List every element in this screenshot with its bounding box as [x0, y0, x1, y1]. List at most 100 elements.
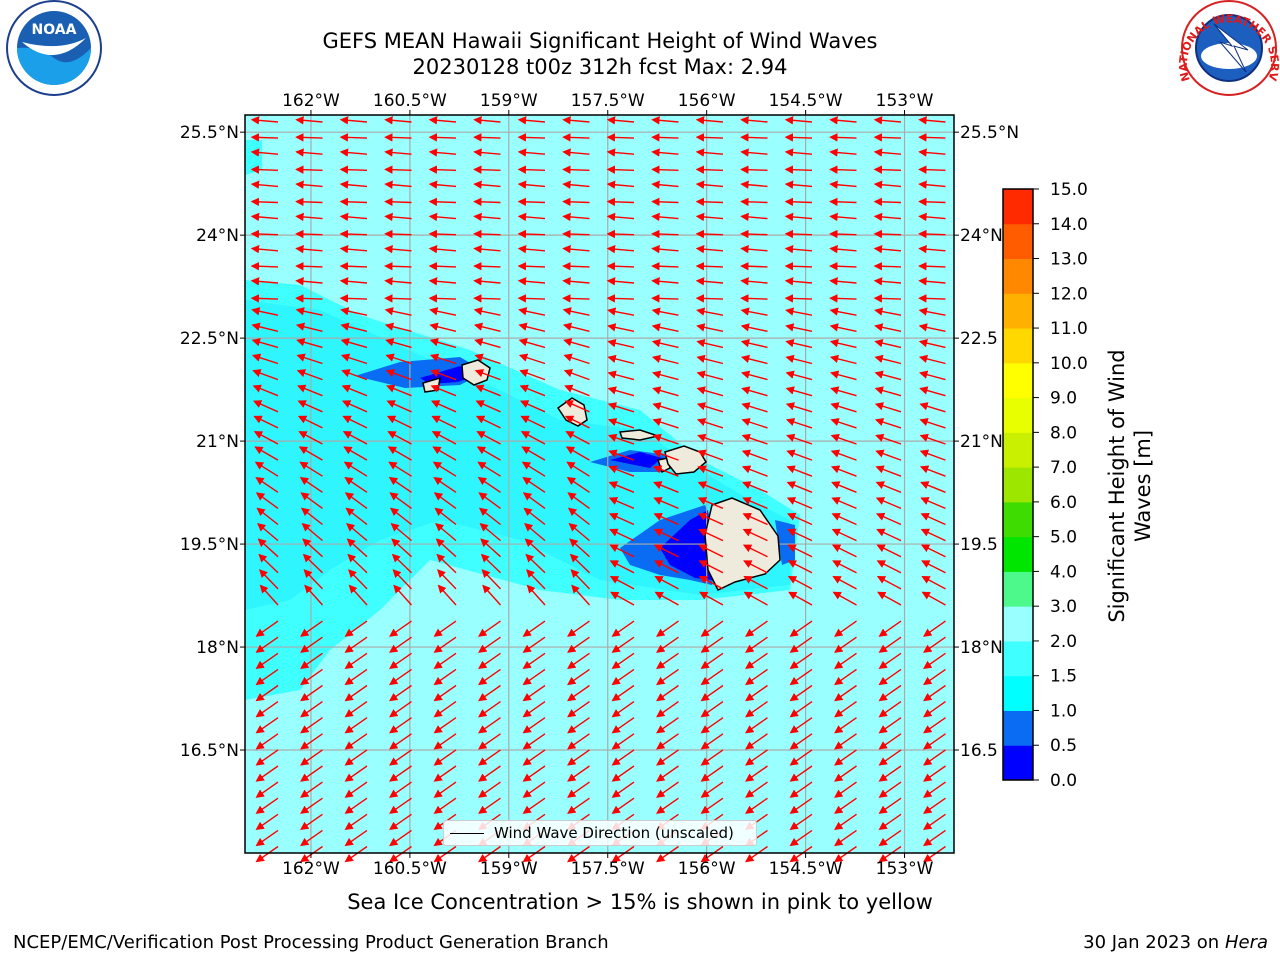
- wave-direction-arrow: [255, 684, 279, 702]
- wave-direction-arrow: [519, 400, 546, 413]
- colorbar-band: [1003, 606, 1033, 642]
- wave-direction-arrow: [651, 277, 679, 286]
- wave-direction-arrow: [923, 652, 946, 670]
- wave-direction-arrow: [608, 497, 635, 510]
- wave-direction-arrow: [656, 797, 679, 814]
- wave-direction-arrow: [700, 701, 724, 718]
- wave-direction-arrow: [606, 277, 635, 286]
- wave-direction-arrow: [834, 781, 857, 798]
- wave-direction-arrow: [700, 781, 724, 798]
- colorbar-tick-label: 1.0: [1050, 701, 1077, 721]
- wave-direction-arrow: [607, 386, 635, 397]
- colorbar-tick-label: 15.0: [1050, 180, 1088, 200]
- wave-direction-arrow: [255, 749, 279, 766]
- lat-tick-left-label: 25.5°N: [180, 123, 239, 143]
- wave-direction-arrow: [651, 229, 679, 239]
- wave-direction-arrow: [829, 116, 857, 125]
- wave-direction-arrow: [834, 813, 857, 831]
- wave-direction-arrow: [696, 354, 724, 365]
- noaa-logo-text: NOAA: [32, 22, 77, 38]
- wave-direction-arrow: [610, 591, 635, 606]
- wave-direction-arrow: [873, 133, 902, 142]
- noaa-logo: NOAA: [6, 0, 102, 96]
- wave-direction-arrow: [255, 636, 279, 653]
- wave-direction-arrow: [522, 652, 546, 670]
- wave-direction-arrow: [831, 497, 857, 510]
- wave-direction-arrow: [829, 180, 857, 189]
- wave-direction-arrow: [522, 781, 546, 798]
- wave-direction-arrow: [923, 749, 946, 766]
- wave-direction-arrow: [745, 797, 768, 814]
- wave-direction-arrow: [785, 354, 813, 365]
- wave-direction-arrow: [431, 431, 457, 445]
- wave-direction-arrow: [255, 492, 279, 509]
- lon-tick-bottom-label: 162°W: [282, 859, 340, 879]
- wave-direction-arrow: [255, 813, 279, 831]
- wave-direction-arrow: [428, 148, 457, 157]
- wave-direction-arrow: [875, 512, 902, 526]
- wave-direction-arrow: [519, 384, 546, 397]
- wave-direction-arrow: [784, 133, 813, 142]
- wave-direction-arrow: [295, 229, 323, 239]
- colorbar-band: [1003, 258, 1033, 294]
- wave-direction-arrow: [606, 133, 635, 142]
- wave-direction-arrow: [300, 684, 323, 702]
- wave-direction-arrow: [919, 386, 946, 397]
- wave-direction-arrow: [433, 492, 457, 509]
- colorbar-tick-label: 5.0: [1050, 528, 1077, 548]
- wave-direction-arrow: [433, 733, 457, 750]
- wave-direction-arrow: [830, 465, 857, 477]
- wave-direction-arrow: [428, 116, 457, 125]
- wave-direction-arrow: [786, 465, 813, 477]
- wave-direction-arrow: [700, 765, 724, 782]
- wave-direction-arrow: [478, 701, 501, 718]
- wave-direction-arrow: [257, 522, 279, 542]
- wave-direction-arrow: [920, 544, 946, 558]
- wave-direction-arrow: [653, 497, 679, 510]
- legend-label: Wind Wave Direction (unscaled): [494, 824, 734, 842]
- wave-direction-arrow: [920, 481, 946, 493]
- wave-direction-arrow: [389, 717, 412, 734]
- wave-direction-arrow: [478, 781, 501, 798]
- wave-direction-arrow: [654, 576, 679, 590]
- wave-direction-arrow: [295, 116, 323, 125]
- wave-direction-arrow: [785, 339, 813, 349]
- wave-direction-arrow: [343, 446, 368, 461]
- colorbar-tick-label: 12.0: [1050, 284, 1088, 304]
- wave-direction-arrow: [433, 701, 457, 718]
- wave-direction-arrow: [299, 476, 323, 493]
- wave-direction-arrow: [562, 307, 590, 316]
- wave-direction-arrow: [389, 829, 412, 847]
- wave-direction-arrow: [745, 733, 768, 750]
- wave-direction-arrow: [250, 277, 279, 286]
- wave-direction-arrow: [740, 180, 768, 189]
- wave-direction-arrow: [302, 538, 323, 558]
- wave-direction-arrow: [389, 765, 412, 782]
- wave-direction-arrow: [873, 180, 902, 189]
- wave-direction-arrow: [697, 433, 724, 445]
- wave-direction-arrow: [611, 733, 635, 750]
- wave-direction-arrow: [656, 636, 679, 653]
- island-molokai: [618, 429, 661, 441]
- wave-direction-arrow: [745, 620, 768, 637]
- nws-logo-text: NATIONAL WEATHER SERVICE: [0, 0, 1280, 83]
- wave-direction-arrow: [698, 576, 724, 590]
- wave-direction-arrow: [482, 584, 502, 606]
- wave-direction-arrow: [389, 668, 412, 686]
- wave-direction-arrow: [255, 733, 279, 750]
- wave-direction-arrow: [829, 212, 857, 222]
- wave-direction-arrow: [829, 197, 857, 207]
- wave-direction-arrow: [522, 733, 546, 750]
- wave-direction-arrow: [742, 481, 768, 493]
- wave-direction-arrow: [343, 461, 368, 477]
- wave-direction-arrow: [784, 244, 813, 254]
- colorbar-tick-label: 13.0: [1050, 250, 1088, 270]
- lon-ticks-top: 162°W 160.5°W 159°W 157.5°W 156°W 154.5°W 153°…: [282, 91, 934, 115]
- wave-direction-arrow: [522, 845, 546, 863]
- wave-direction-arrow: [342, 431, 368, 445]
- wave-direction-arrow: [567, 701, 590, 718]
- wave-direction-arrow: [300, 636, 323, 653]
- wave-direction-arrow: [344, 636, 368, 653]
- wave-direction-arrow: [389, 701, 412, 718]
- wave-direction-arrow: [300, 781, 323, 798]
